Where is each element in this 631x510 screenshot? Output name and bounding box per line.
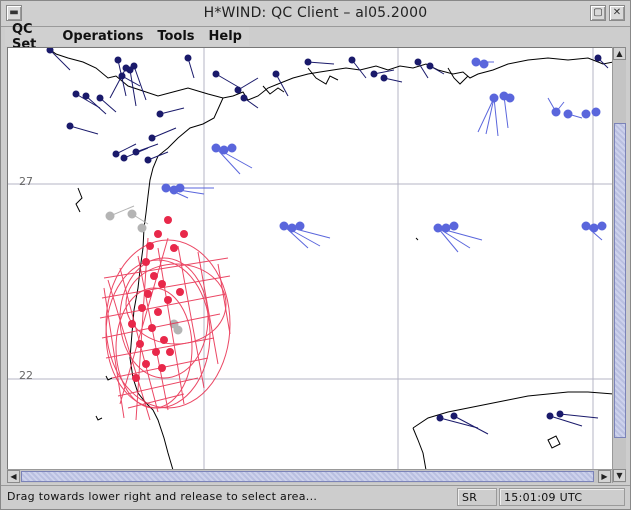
observations-red xyxy=(99,237,231,421)
status-message: Drag towards lower right and release to … xyxy=(7,490,318,503)
arrow-up-icon: ▲ xyxy=(616,49,623,58)
title-bar[interactable]: ▬ H*WIND: QC Client – al05.2000 ▢ ✕ xyxy=(1,1,630,27)
lat-label-22: 22 xyxy=(19,369,33,382)
vertical-scroll-thumb[interactable] xyxy=(614,123,626,438)
arrow-left-icon: ◀ xyxy=(10,472,17,481)
observations-red-points xyxy=(128,216,188,382)
lat-label-27: 27 xyxy=(19,175,33,188)
menu-tools[interactable]: Tools xyxy=(157,29,195,44)
scroll-left-button[interactable]: ◀ xyxy=(7,470,20,483)
scroll-right-button[interactable]: ▶ xyxy=(598,470,611,483)
window-menu-icon: ▬ xyxy=(9,7,19,18)
map-canvas[interactable]: 27 22 xyxy=(7,47,612,469)
window-title: H*WIND: QC Client – al05.2000 xyxy=(203,5,428,21)
maximize-button[interactable]: ▢ xyxy=(590,5,606,21)
horizontal-scrollbar[interactable]: ◀ ▶ xyxy=(7,469,612,483)
arrow-right-icon: ▶ xyxy=(601,472,608,481)
coastline xyxy=(47,48,612,469)
window-menu-button[interactable]: ▬ xyxy=(6,5,22,21)
menu-bar: QC Set Operations Tools Help xyxy=(5,22,249,52)
close-icon: ✕ xyxy=(612,7,622,18)
arrow-down-icon: ▼ xyxy=(616,471,623,480)
observations-dark xyxy=(46,48,609,435)
maximize-icon: ▢ xyxy=(593,7,603,18)
scroll-up-button[interactable]: ▲ xyxy=(613,47,626,60)
status-bar: Drag towards lower right and release to … xyxy=(1,485,630,507)
menu-help[interactable]: Help xyxy=(208,29,242,44)
lat-lon-grid xyxy=(8,48,612,469)
menu-operations[interactable]: Operations xyxy=(62,29,144,44)
close-button[interactable]: ✕ xyxy=(609,5,625,21)
observations-gray xyxy=(105,205,183,335)
horizontal-scroll-thumb[interactable] xyxy=(21,471,594,482)
status-time: 15:01:09 UTC xyxy=(499,488,625,506)
observations-light xyxy=(161,57,607,253)
status-mode: SR xyxy=(457,488,497,506)
scroll-down-button[interactable]: ▼ xyxy=(613,469,626,482)
vertical-scrollbar[interactable]: ▲ ▼ xyxy=(612,47,626,483)
